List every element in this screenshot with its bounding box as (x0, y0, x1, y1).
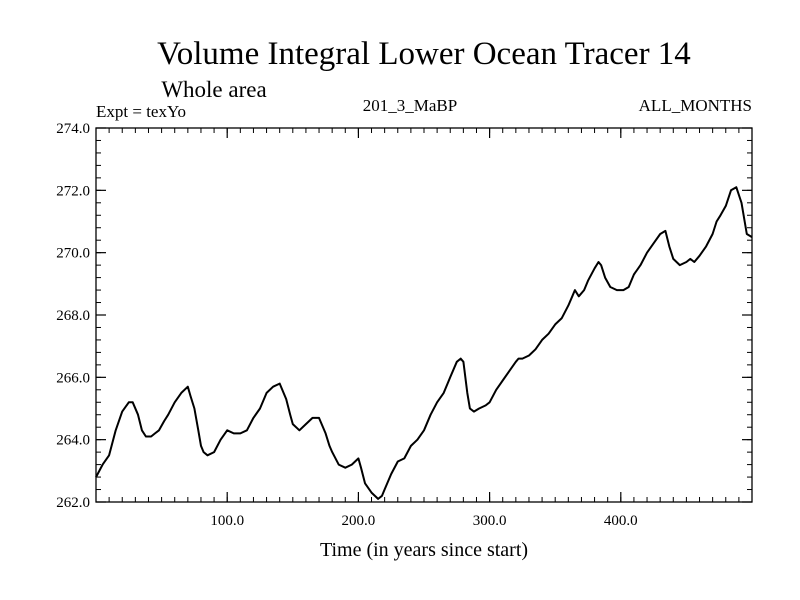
x-axis-label: Time (in years since start) (320, 539, 528, 561)
major-ticks (96, 127, 752, 503)
annotation-left: Expt = texYo (96, 102, 186, 121)
plot-frame (95, 127, 753, 503)
x-tick-label: 100.0 (210, 513, 244, 529)
chart-subtitle: Whole area (161, 77, 266, 102)
chart-title: Volume Integral Lower Ocean Tracer 14 (157, 36, 691, 72)
x-tick-label: 200.0 (342, 513, 376, 529)
y-tick-label: 272.0 (56, 183, 90, 199)
y-tick-labels: 262.0 264.0 266.0 268.0 270.0 272.0 274.0 (56, 121, 90, 511)
annotation-center: 201_3_MaBP (363, 96, 457, 115)
x-tick-labels: 100.0 200.0 300.0 400.0 (210, 513, 637, 529)
y-tick-label: 270.0 (56, 246, 90, 262)
series-line (95, 186, 753, 500)
annotation-right: ALL_MONTHS (639, 96, 752, 115)
y-tick-label: 268.0 (56, 308, 90, 324)
y-tick-label: 266.0 (56, 370, 90, 386)
minor-ticks (96, 128, 752, 502)
y-tick-label: 264.0 (56, 433, 90, 449)
y-tick-label: 262.0 (56, 495, 90, 511)
x-tick-label: 400.0 (604, 513, 638, 529)
y-tick-label: 274.0 (56, 121, 90, 137)
x-tick-label: 300.0 (473, 513, 507, 529)
